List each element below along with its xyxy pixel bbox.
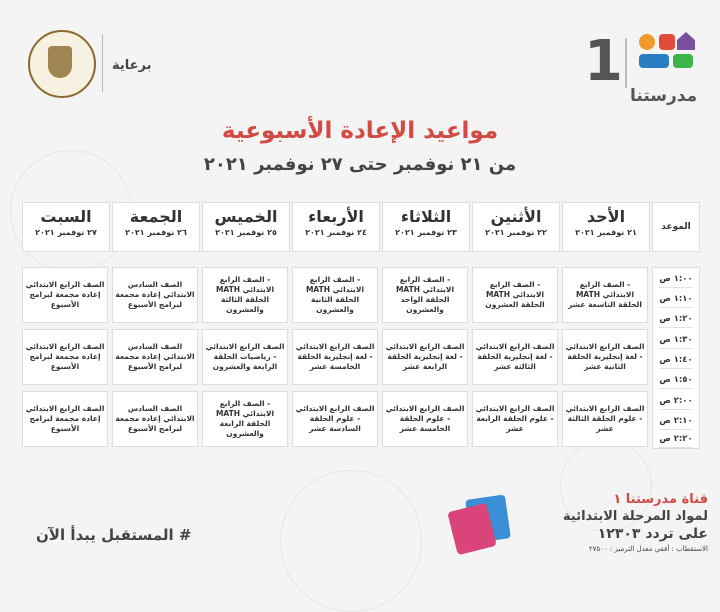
day-header: الجمعة ٢٦ نوفمبر ٢٠٢١: [112, 202, 200, 252]
page-subtitle: من ٢١ نوفمبر حتى ٢٧ نوفمبر ٢٠٢١: [203, 154, 517, 175]
page-title: مواعيد الإعادة الأسبوعية: [221, 118, 499, 144]
day-header: الثلاثاء ٢٣ نوفمبر ٢٠٢١: [382, 202, 470, 252]
time-slot: ٢:٢٠ ص: [653, 434, 699, 448]
schedule-cell: الصف الرابع الابتدائي - علوم الحلقة السا…: [292, 391, 378, 447]
day-header: الأحد ٢١ نوفمبر ٢٠٢١: [562, 202, 650, 252]
schedule-cell: الصف السادس الابتدائي إعادة مجمعة لبرامج…: [112, 267, 198, 323]
channel-number: 1: [584, 29, 623, 94]
promo-polarization: الاستقطاب : أفقي معدل الترميز : ٢٧٥٠٠: [588, 545, 708, 553]
schedule-grid: - الصف الرابع الابتدائي MATH الحلقة التا…: [22, 267, 650, 447]
time-slot: ١:٢٠ ص: [653, 314, 699, 328]
sponsor-divider: [102, 34, 103, 92]
schedule-cell: الصف الرابع الابتدائي - رياضيات الحلقة ا…: [202, 329, 288, 385]
time-slot: ٢:٠٠ ص: [653, 396, 699, 410]
day-header: الأربعاء ٢٤ نوفمبر ٢٠٢١: [292, 202, 380, 252]
schedule-cell: - الصف الرابع الابتدائي MATH الحلقة التا…: [562, 267, 648, 323]
time-slot: ١:٥٠ ص: [653, 375, 699, 389]
background-doodle: [280, 470, 422, 612]
hashtag-slogan: # المستقبل يبدأ الآن: [36, 526, 192, 544]
schedule-cell: - الصف الرابع الابتدائي MATH الحلقة الثا…: [292, 267, 378, 323]
schedule-cell: الصف الرابع الابتدائي - لغة إنجليزية الح…: [562, 329, 648, 385]
channel-promo: قناة مدرستنا ١ لمواد المرحلة الابتدائية …: [528, 492, 708, 553]
ministry-seal-icon: [28, 30, 96, 98]
madrasetna-logo: 1 مدرستنا: [562, 26, 712, 116]
day-header: السبت ٢٧ نوفمبر ٢٠٢١: [22, 202, 110, 252]
sponsor-label: برعاية: [112, 58, 152, 73]
schedule-cell: الصف الرابع الابتدائي إعادة مجمعة لبرامج…: [22, 329, 108, 385]
schedule-cell: الصف الرابع الابتدائي - لغة إنجليزية الح…: [292, 329, 378, 385]
day-header: الأثنين ٢٢ نوفمبر ٢٠٢١: [472, 202, 560, 252]
brand-name: مدرستنا: [630, 86, 698, 106]
schedule-cell: الصف السادس الابتدائي إعادة مجمعة لبرامج…: [112, 391, 198, 447]
schedule-cell: الصف الرابع الابتدائي - علوم الحلقة الثا…: [562, 391, 648, 447]
time-column-header: الموعد: [652, 202, 700, 252]
books-icon: [447, 494, 512, 557]
schedule-cell: الصف الرابع الابتدائي إعادة مجمعة لبرامج…: [22, 391, 108, 447]
schedule-cell: الصف الرابع الابتدائي إعادة مجمعة لبرامج…: [22, 267, 108, 323]
schedule-cell: - الصف الرابع الابتدائي MATH الحلقة الثا…: [202, 267, 288, 323]
time-slot: ١:١٠ ص: [653, 294, 699, 308]
time-slot: ١:٠٠ ص: [653, 274, 699, 288]
promo-stage: لمواد المرحلة الابتدائية: [563, 509, 708, 524]
schedule-cell: - الصف الرابع الابتدائي MATH الحلقة العش…: [472, 267, 558, 323]
schedule-cell: الصف الرابع الابتدائي - لغة إنجليزية الح…: [382, 329, 468, 385]
day-header: الخميس ٢٥ نوفمبر ٢٠٢١: [202, 202, 290, 252]
schedule-cell: الصف السادس الابتدائي إعادة مجمعة لبرامج…: [112, 329, 198, 385]
promo-channel: قناة مدرستنا ١: [613, 492, 708, 507]
logo-divider: [625, 38, 627, 88]
schedule-cell: الصف الرابع الابتدائي - لغة إنجليزية الح…: [472, 329, 558, 385]
schedule-cell: - الصف الرابع الابتدائي MATH الحلقة الرا…: [202, 391, 288, 447]
time-column: ١:٠٠ ص ١:١٠ ص ١:٢٠ ص ١:٣٠ ص ١:٤٠ ص ١:٥٠ …: [652, 267, 700, 449]
schedule-cell: الصف الرابع الابتدائي - علوم الحلقة الخا…: [382, 391, 468, 447]
schedule-cell: - الصف الرابع الابتدائي MATH الحلقة الوا…: [382, 267, 468, 323]
logo-blocks-icon: [639, 32, 695, 86]
day-headers: الأحد ٢١ نوفمبر ٢٠٢١ الأثنين ٢٢ نوفمبر ٢٠٢…: [22, 202, 650, 252]
promo-frequency: على تردد ١٢٣٠٣: [597, 526, 708, 542]
time-slot: ١:٤٠ ص: [653, 355, 699, 369]
time-slot: ٢:١٠ ص: [653, 416, 699, 430]
sponsor-block: برعاية: [28, 30, 178, 100]
schedule-cell: الصف الرابع الابتدائي - علوم الحلقة الرا…: [472, 391, 558, 447]
time-slot: ١:٣٠ ص: [653, 335, 699, 349]
